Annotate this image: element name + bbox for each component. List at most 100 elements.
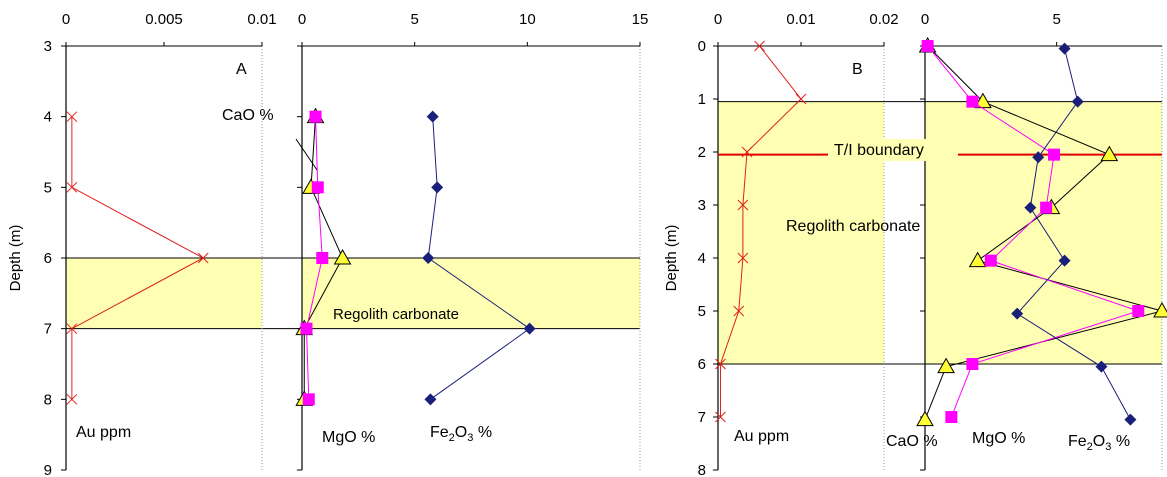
marker-stroke (66, 323, 78, 335)
regolith-carbonate-label: Regolith carbonate (333, 306, 459, 323)
panel-label: A (236, 61, 247, 78)
fe-data-point (424, 393, 437, 406)
au-tick-label: 0 (62, 11, 70, 28)
fe-data-point (431, 181, 444, 194)
au-data-point (737, 252, 749, 264)
au-series-label: Au ppm (76, 424, 131, 441)
oxide-tick-label: 5 (1052, 11, 1060, 28)
mgo-data-point (966, 358, 979, 370)
fe-data-point (1124, 413, 1137, 426)
depth-tick-label: 5 (44, 179, 52, 196)
au-tick-label: 0.02 (869, 11, 898, 28)
cao-label-leader (295, 138, 318, 171)
depth-tick-label: 1 (698, 91, 706, 108)
au-data-point (795, 93, 807, 105)
fe-data-point (1011, 307, 1024, 320)
au-tick-label: 0.005 (145, 11, 183, 28)
mgo-data-point (311, 181, 324, 194)
au-data-point (737, 199, 749, 211)
depth-tick-label: 2 (698, 144, 706, 161)
au-data-point (715, 411, 726, 423)
marker-stroke (741, 146, 753, 158)
depth-tick-label: 6 (44, 250, 52, 267)
marker-stroke (715, 358, 726, 370)
marker-stroke (795, 93, 807, 105)
regolith-band-au (66, 258, 262, 329)
depth-tick-label: 9 (44, 462, 52, 477)
ti-boundary-label-bg (828, 139, 958, 161)
au-series-line (719, 45, 802, 417)
cao-data-point (333, 248, 352, 265)
fe-data-point (426, 110, 439, 123)
au-data-point (733, 305, 745, 317)
depth-tick-label: 7 (44, 321, 52, 338)
fe-data-point (1095, 360, 1108, 373)
marker-stroke (66, 393, 78, 405)
depth-tick-label: 3 (698, 197, 706, 214)
cao-series-line (924, 45, 1164, 420)
au-tick-label: 0 (714, 11, 722, 28)
au-data-point (741, 146, 753, 158)
depth-tick-label: 4 (698, 250, 706, 267)
mgo-data-point (309, 110, 322, 123)
depth-tick-label: 6 (698, 356, 706, 373)
marker-stroke (754, 40, 765, 52)
regolith-band-oxide (302, 258, 640, 329)
cao-series-label: CaO % (222, 107, 274, 124)
fe-data-point (1071, 95, 1084, 108)
oxide-tick-label: 10 (519, 11, 536, 28)
cao-data-point (916, 410, 934, 427)
cao-data-point (974, 92, 992, 109)
mgo-series-label: MgO % (322, 429, 375, 446)
mgo-data-point (1132, 305, 1145, 317)
ti-boundary-label: T/I boundary (834, 142, 924, 159)
marker-stroke (66, 181, 78, 193)
au-tick-label: 0.01 (247, 11, 276, 28)
au-data-point (66, 323, 78, 335)
fe-data-point (1058, 254, 1071, 267)
mgo-data-point (302, 393, 315, 406)
mgo-data-point (1048, 148, 1061, 161)
mgo-data-point (945, 411, 958, 423)
depth-axis-title: Depth (m) (663, 225, 680, 292)
au-data-point (715, 358, 726, 370)
marker-stroke (715, 411, 726, 423)
au-data-point (66, 393, 78, 405)
fe-data-point (1032, 151, 1045, 164)
fe-data-point (422, 252, 435, 264)
mgo-data-point (966, 95, 979, 108)
depth-tick-label: 8 (698, 462, 706, 477)
mgo-series-line (927, 45, 1140, 418)
au-data-point (66, 111, 78, 123)
fe2o3-series-label: Fe2O3 % (1068, 433, 1130, 453)
marker-stroke (197, 252, 209, 264)
marker-stroke (733, 305, 745, 317)
au-data-point (754, 40, 765, 52)
depth-tick-label: 5 (698, 303, 706, 320)
fe-series-line (1016, 48, 1131, 420)
mgo-data-point (1040, 201, 1053, 214)
mgo-data-point (984, 254, 997, 267)
au-tick-label: 0.01 (786, 11, 815, 28)
oxide-tick-label: 0 (298, 11, 306, 28)
cao-data-point (1100, 145, 1119, 162)
cao-data-point (937, 357, 955, 374)
fe2o3-series-label: Fe2O3 % (430, 424, 492, 444)
au-data-point (66, 181, 78, 193)
cao-data-point (968, 251, 987, 268)
mgo-data-point (316, 252, 329, 264)
au-data-point (197, 252, 209, 264)
regolith-carbonate-label: Regolith carbonate (786, 218, 920, 235)
regolith-band-oxide (925, 101, 1162, 365)
panel-label: B (852, 61, 863, 78)
mgo-data-point (300, 322, 313, 335)
cao-series-label: CaO % (886, 433, 938, 450)
depth-tick-label: 4 (44, 109, 52, 126)
depth-tick-label: 7 (698, 409, 706, 426)
marker-stroke (737, 199, 749, 211)
depth-tick-label: 3 (44, 38, 52, 55)
fe-data-point (1058, 42, 1071, 55)
depth-tick-label: 0 (698, 38, 706, 55)
depth-tick-label: 8 (44, 391, 52, 408)
